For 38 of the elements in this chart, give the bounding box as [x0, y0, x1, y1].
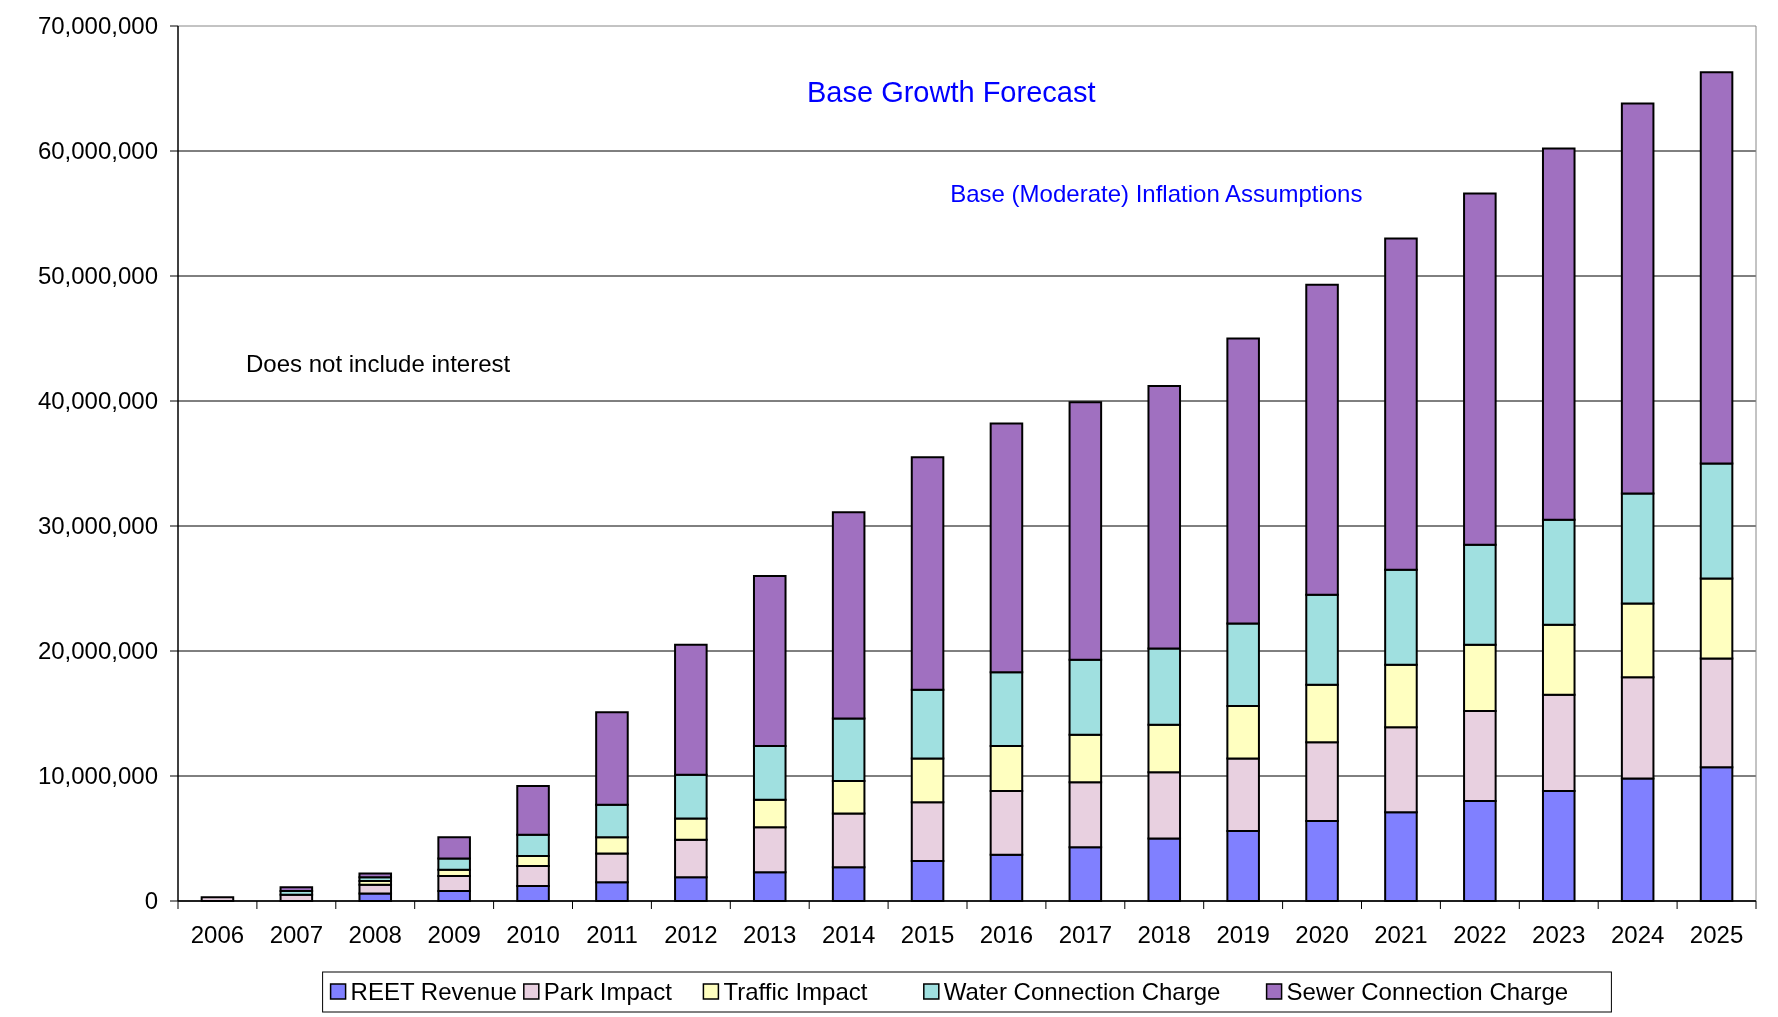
x-tick-label: 2014 — [821, 921, 876, 948]
y-tick-label: 20,000,000 — [37, 637, 158, 665]
x-tick-label: 2009 — [427, 921, 481, 948]
x-tick-label: 2008 — [348, 921, 402, 948]
legend-label: Park Impact — [543, 978, 673, 1006]
x-tick-label: 2025 — [1689, 921, 1744, 948]
x-tick-label: 2019 — [1216, 921, 1270, 948]
x-tick-label: 2013 — [743, 921, 797, 948]
x-tick-label: 2020 — [1295, 921, 1349, 948]
text: Base Growth Forecast — [806, 76, 1096, 108]
legend-label: REET Revenue — [350, 978, 517, 1006]
annotation: Does not include interest — [246, 350, 511, 377]
y-tick-label: 10,000,000 — [37, 762, 158, 790]
legend-label: Sewer Connection Charge — [1286, 978, 1569, 1006]
y-tick-label: 50,000,000 — [37, 262, 158, 290]
y-tick-label: 30,000,000 — [37, 512, 158, 540]
x-tick-label: 2007 — [269, 921, 324, 948]
bar — [358, 872, 393, 879]
y-tick-label: 40,000,000 — [37, 387, 158, 415]
x-tick-label: 2023 — [1532, 921, 1586, 948]
x-tick-label: 2022 — [1453, 921, 1507, 948]
x-tick-label: 2011 — [586, 921, 638, 948]
legend-label: Traffic Impact — [723, 978, 868, 1006]
y-tick-label: 70,000,000 — [37, 12, 158, 40]
y-tick-label: 0 — [144, 887, 158, 915]
legend-label: Water Connection Charge — [943, 978, 1221, 1006]
x-tick-label: 2017 — [1058, 921, 1113, 948]
x-tick-label: 2010 — [506, 921, 560, 948]
x-tick-label: 2018 — [1137, 921, 1191, 948]
y-tick-label: 60,000,000 — [37, 137, 158, 165]
x-tick-label: 2016 — [979, 921, 1034, 948]
x-tick-label: 2015 — [900, 921, 955, 948]
x-tick-label: 2012 — [664, 921, 718, 948]
x-tick-label: 2021 — [1374, 921, 1428, 948]
x-tick-label: 2024 — [1610, 921, 1665, 948]
x-tick-label: 2006 — [190, 921, 245, 948]
bar — [279, 886, 314, 892]
text: Base (Moderate) Inflation Assumptions — [950, 180, 1363, 207]
